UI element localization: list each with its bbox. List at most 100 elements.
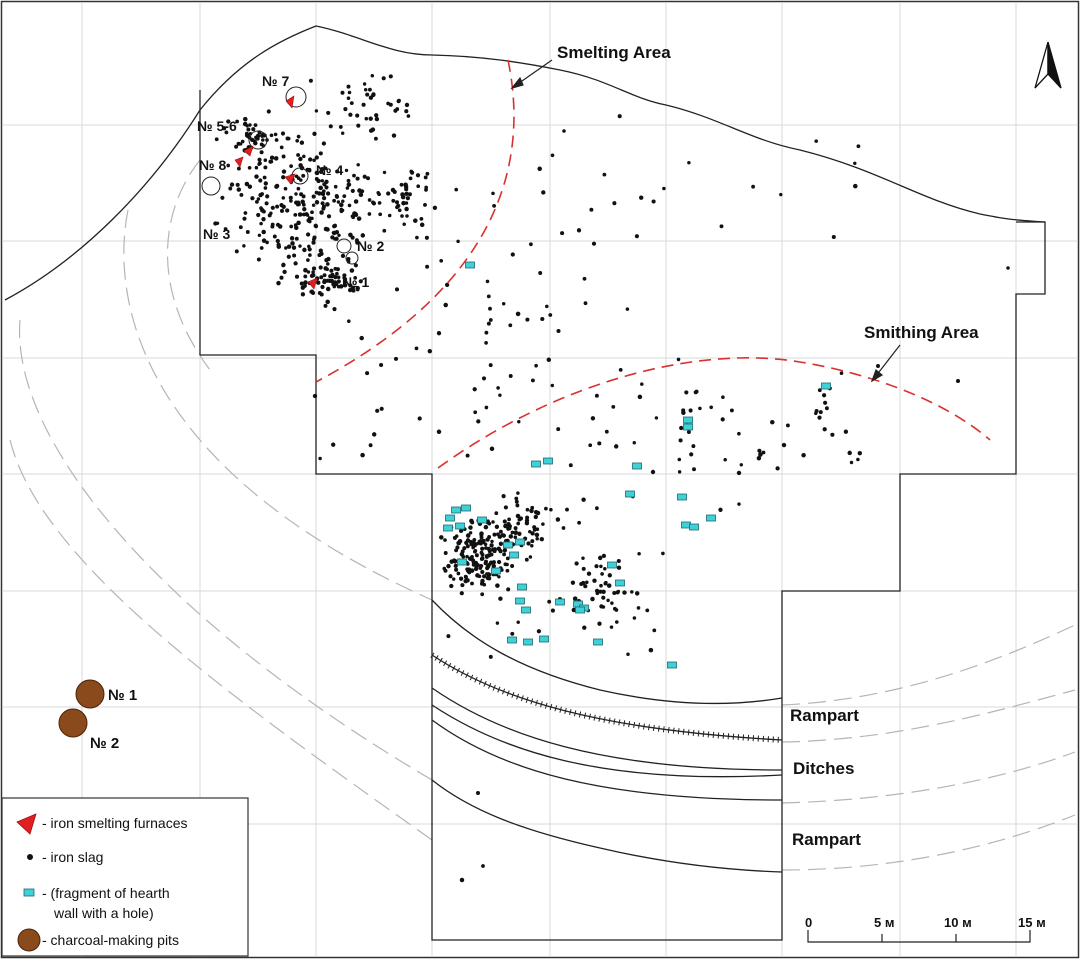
slag-dot [357,188,362,193]
slag-dot [536,629,542,634]
slag-dot [645,608,650,613]
slag-dot [417,416,422,421]
slag-dot [486,294,491,299]
slag-dot [254,199,259,204]
slag-dot [279,202,284,208]
slag-dot [246,127,251,132]
slag-dot [775,466,780,471]
slag-dot [321,189,326,194]
slag-dot [617,114,622,119]
slag-dot [516,620,520,624]
slag-dot [479,531,484,536]
slag-dot [270,205,275,210]
slag-dot [541,522,545,526]
slag-dot [770,419,775,425]
slag-dot [286,254,291,259]
slag-dot [331,442,336,447]
slag-dot [612,590,617,596]
slag-dot [404,191,409,196]
slag-dot [314,109,319,113]
slag-dot [303,274,308,279]
slag-dot [355,176,360,181]
slag-dot [588,443,593,448]
slag-dot [328,274,333,279]
slag-dot [488,363,493,368]
slag-dot [329,278,334,284]
slag-dot [581,580,586,586]
slag-dot [510,530,515,535]
slag-dot [686,430,691,434]
slag-dot [311,270,315,274]
slag-dot [296,200,301,205]
slag-dot [640,382,644,386]
slag-dot [460,583,465,588]
slag-dot [513,526,518,531]
slag-dot [244,181,250,187]
slag-dot [296,220,301,226]
hearth-fragment [477,516,487,524]
slag-dot [540,316,545,322]
slag-dot [456,540,461,546]
slag-dot [590,416,596,421]
slag-dot [471,563,476,567]
slag-dot [524,520,530,526]
slag-dot [334,194,339,198]
slag-dot [263,181,268,186]
slag-dot [446,634,451,639]
slag-dot [582,276,587,281]
slag-dot [482,582,487,587]
slag-dot [378,212,383,217]
slag-dot [510,564,515,568]
slag-dot [507,526,512,531]
slag-dot [399,182,404,187]
slag-dot [299,281,304,286]
slag-dot [275,204,280,209]
slag-dot [425,171,430,176]
slag-dot [525,515,530,520]
slag-dot [365,371,370,376]
slag-dot [427,349,432,354]
slag-dot [214,137,219,142]
slag-dot [603,566,607,571]
slag-dot [458,576,464,581]
slag-dot [486,321,491,326]
slag-dot [614,620,619,624]
rampart-upper-label: Rampart [790,706,859,725]
slag-dot [622,590,627,595]
slag-dot [494,524,500,529]
slag-dot [616,565,622,570]
slag-dot [270,222,275,227]
slag-dot [637,394,643,400]
slag-dot [709,405,713,410]
slag-dot [856,144,861,149]
slag-dot [332,223,338,228]
slag-dot [472,538,477,542]
slag-dot [597,621,602,626]
slag-dot [477,574,482,579]
slag-dot [354,238,359,243]
hearth-fragment [625,490,635,498]
slag-dot [294,192,298,196]
slag-dot [307,244,311,249]
slag-dot [415,173,421,178]
slag-dot [298,244,302,248]
hearth-fragment [491,567,501,575]
slag-dot [394,200,400,205]
slag-dot [483,524,489,530]
slag-dot [534,532,540,538]
slag-dot [556,427,561,432]
slag-dot [294,225,299,231]
hearth-fragment [593,638,603,646]
slag-dot [436,429,442,435]
slag-dot [691,444,696,449]
slag-dot [561,526,566,530]
slag-dot [591,241,597,246]
slag-dot [581,566,586,571]
slag-dot [549,507,553,512]
hearth-fragment [509,551,519,559]
slag-dot [355,113,360,118]
legend: - iron smelting furnaces - iron slag - (… [1,797,249,957]
slag-dot [245,230,250,234]
hearth-fragment [539,635,549,643]
slag-dot [1006,266,1010,270]
